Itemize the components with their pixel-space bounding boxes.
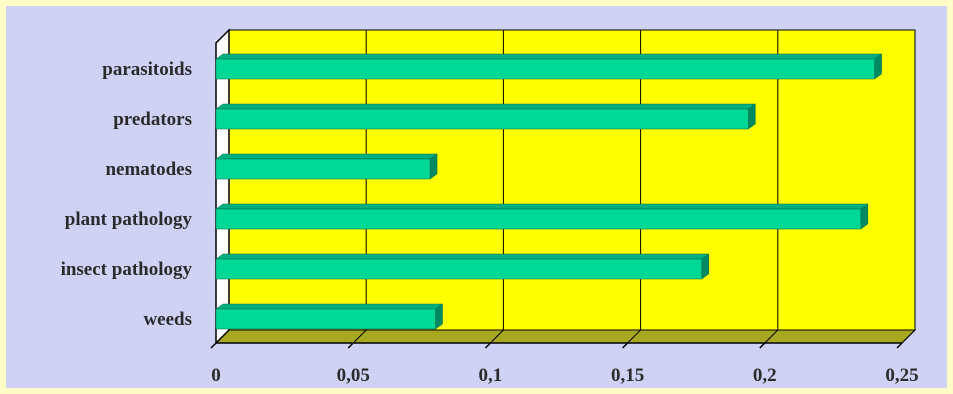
bar-insect-pathology	[215, 253, 710, 280]
gridlines	[215, 30, 916, 344]
x-tick-label: 0,1	[479, 365, 503, 386]
x-tick-mark	[622, 342, 629, 349]
bar-weeds	[215, 303, 444, 330]
x-tick-mark	[759, 342, 766, 349]
floor-gridline	[490, 329, 504, 344]
bar-plant-pathology	[215, 203, 869, 230]
bar-parasitoids	[215, 53, 883, 80]
category-label: predators	[113, 109, 192, 130]
category-label: weeds	[143, 309, 192, 330]
category-label: insect pathology	[61, 259, 193, 280]
category-labels: parasitoids predators nematodes plant patho…	[61, 59, 193, 330]
x-tick-label: 0	[211, 365, 221, 386]
floor-gridline	[901, 329, 916, 344]
x-tick-mark	[210, 342, 217, 349]
x-tick-label: 0,05	[337, 365, 370, 386]
bar-nematodes	[215, 153, 438, 180]
bar-predators	[215, 103, 757, 130]
x-tick-label: 0,25	[885, 365, 918, 386]
x-tick-mark	[896, 342, 903, 349]
x-tick-mark	[347, 342, 354, 349]
x-axis-ticks	[210, 342, 903, 349]
x-tick-labels: 0 0,05 0,1 0,15 0,2 0,25	[211, 365, 918, 386]
x-tick-label: 0,15	[611, 365, 644, 386]
x-tick-label: 0,2	[753, 365, 777, 386]
category-label: parasitoids	[102, 59, 192, 80]
floor-gridline	[764, 329, 779, 344]
floor-gridline	[627, 329, 641, 344]
floor-gridline	[352, 329, 367, 344]
bars	[215, 53, 883, 330]
x-tick-mark	[484, 342, 491, 349]
category-label: nematodes	[105, 159, 192, 180]
plot-floor	[214, 329, 917, 344]
category-label: plant pathology	[65, 209, 193, 230]
